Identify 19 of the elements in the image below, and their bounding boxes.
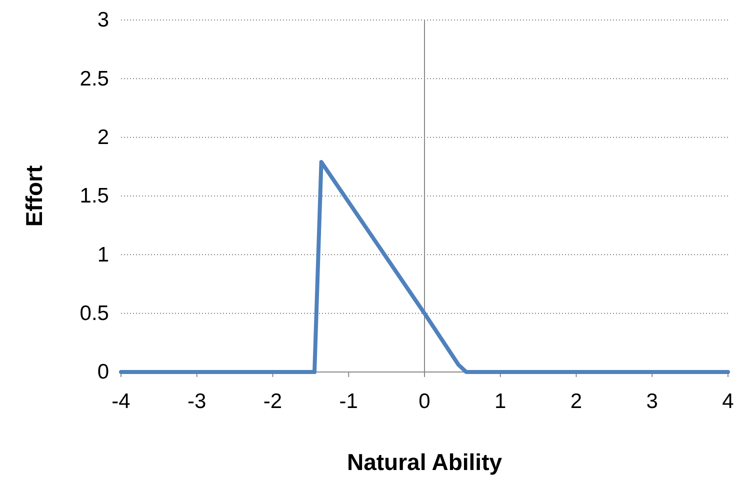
y-tick-label: 2.5 bbox=[80, 67, 109, 90]
y-tick-label: 3 bbox=[97, 8, 109, 32]
x-tick-label: -1 bbox=[339, 390, 358, 413]
x-tick-label: -2 bbox=[263, 390, 282, 413]
y-tick-label: 1 bbox=[97, 243, 109, 266]
x-tick-label: 0 bbox=[418, 390, 430, 413]
x-tick-label: 2 bbox=[570, 390, 582, 413]
x-tick-label: 1 bbox=[494, 390, 506, 413]
line-series bbox=[119, 160, 730, 374]
x-tick-label: -3 bbox=[188, 390, 206, 413]
x-tick-label: 3 bbox=[646, 390, 658, 413]
x-tick-label: -4 bbox=[112, 390, 131, 413]
y-tick-label: 2 bbox=[97, 126, 109, 150]
x-tick-label: 4 bbox=[722, 390, 734, 413]
y-axis-title: Effort bbox=[21, 165, 47, 227]
y-tick-label: 0.5 bbox=[80, 302, 109, 326]
y-tick-label: 1.5 bbox=[80, 184, 109, 208]
y-tick-label: 0 bbox=[97, 360, 109, 384]
x-axis-title: Natural Ability bbox=[346, 449, 502, 475]
